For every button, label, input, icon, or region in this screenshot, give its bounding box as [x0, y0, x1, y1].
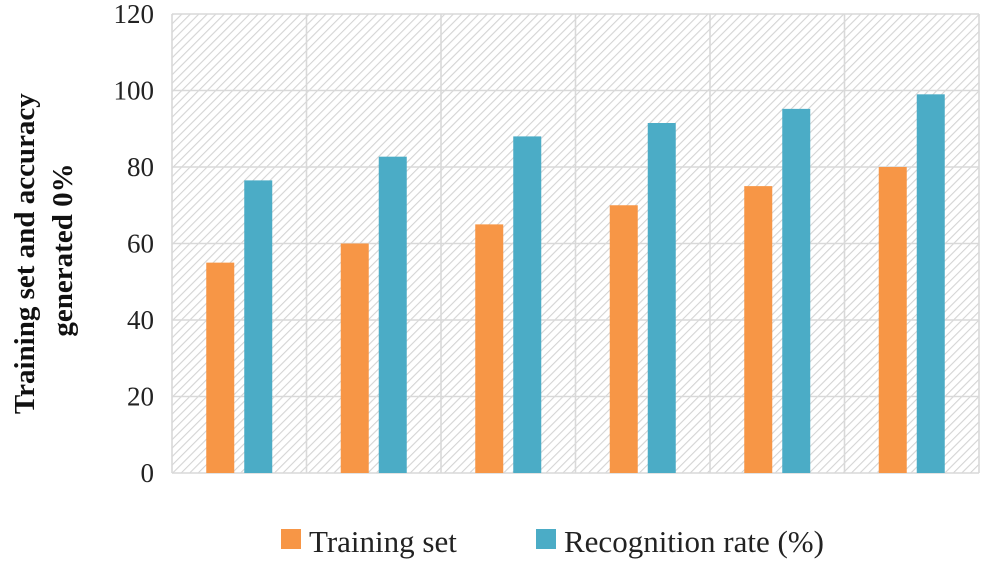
legend-swatch-recognition-rate — [536, 529, 556, 549]
y-tick-labels: 0 20 40 60 80 100 120 — [114, 0, 155, 488]
legend-label-recognition-rate: Recognition rate (%) — [564, 524, 824, 559]
bar-training-set — [744, 186, 773, 473]
y-axis-title-line-1: Training set and accuracy — [9, 93, 41, 414]
y-axis-title: Training set and accuracy generated 0% — [9, 86, 79, 414]
y-tick-label: 80 — [127, 152, 154, 182]
y-tick-label: 40 — [127, 305, 154, 335]
bar-recognition-rate — [513, 136, 542, 473]
y-tick-label: 20 — [127, 382, 154, 412]
bar-recognition-rate — [647, 123, 676, 473]
legend: Training set Recognition rate (%) — [281, 524, 824, 559]
y-tick-label: 0 — [141, 458, 155, 488]
y-tick-label: 60 — [127, 229, 154, 259]
bar-recognition-rate — [378, 156, 407, 474]
bar-training-set — [340, 243, 369, 473]
y-tick-label: 120 — [114, 0, 155, 29]
legend-swatch-training-set — [281, 529, 301, 549]
bar-training-set — [609, 205, 638, 473]
bar-training-set — [206, 262, 235, 473]
legend-label-training-set: Training set — [309, 524, 457, 559]
gridlines — [171, 13, 980, 474]
bar-training-set — [475, 224, 504, 473]
bar-training-set — [878, 167, 907, 473]
bar-recognition-rate — [244, 180, 273, 473]
bar-recognition-rate — [916, 94, 945, 473]
y-tick-label: 100 — [114, 76, 155, 106]
y-axis-title-line-2: generated 0% — [47, 163, 79, 336]
bar-recognition-rate — [782, 108, 811, 474]
bars — [206, 94, 945, 474]
